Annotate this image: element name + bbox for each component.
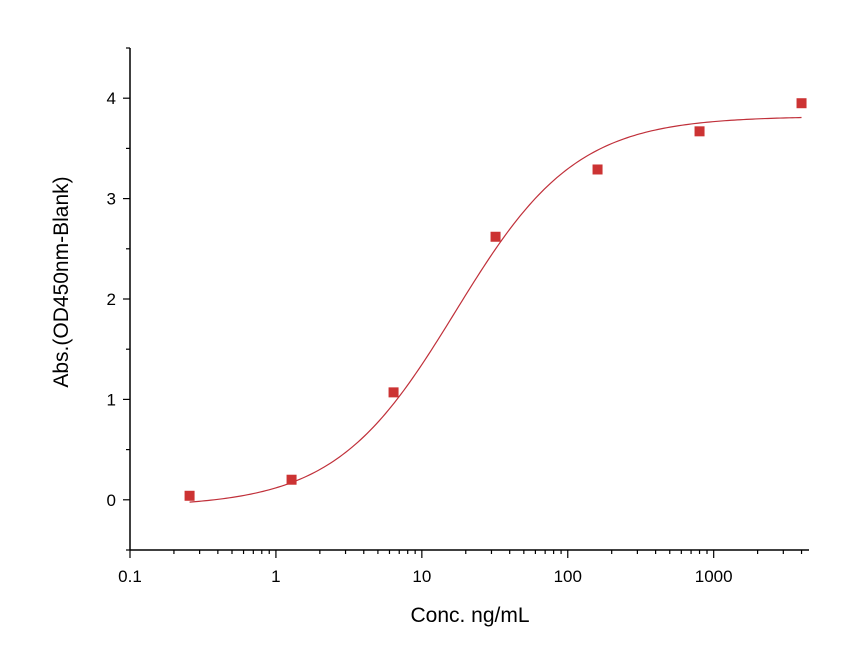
plot-frame (129, 48, 809, 551)
data-point (184, 490, 195, 501)
data-point (286, 474, 297, 485)
x-tick-label: 1 (271, 567, 280, 586)
x-axis-title: Conc. ng/mL (410, 604, 529, 627)
data-point (694, 126, 705, 137)
y-tick-label: 2 (107, 290, 116, 309)
y-tick-label: 0 (107, 491, 116, 510)
x-tick-label: 1000 (695, 567, 733, 586)
x-tick-label: 0.1 (118, 567, 142, 586)
x-tick-label: 100 (554, 567, 582, 586)
y-tick-label: 3 (107, 190, 116, 209)
data-point (388, 387, 399, 398)
y-axis-title: Abs.(OD450nm-Blank) (50, 176, 73, 387)
y-ticks: 0 1 2 3 4 (107, 47, 130, 551)
data-point (796, 98, 807, 109)
fit-curve (189, 116, 802, 503)
data-point (490, 231, 501, 242)
data-point (592, 164, 603, 175)
x-tick-label: 10 (412, 567, 431, 586)
y-tick-label: 1 (107, 390, 116, 409)
y-tick-label: 4 (107, 89, 116, 108)
x-ticks: 0.1 1 10 100 1000 (118, 550, 803, 586)
points-layer (184, 98, 807, 501)
fit-layer (189, 116, 802, 503)
